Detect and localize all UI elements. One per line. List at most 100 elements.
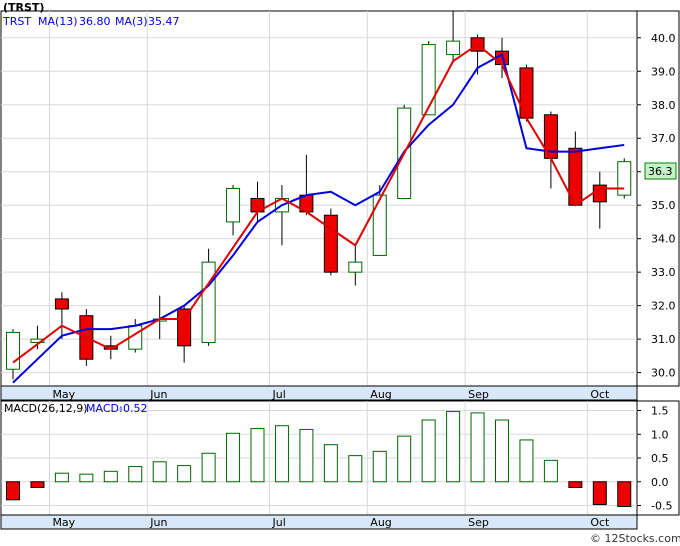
legend-ma13-value: 36.80 — [79, 15, 111, 28]
candle-body — [30, 338, 45, 343]
price-x-month-label: Sep — [468, 388, 489, 401]
macd-bar — [592, 481, 607, 506]
macd-bar — [617, 481, 632, 507]
last-price-label: 36.3 — [648, 165, 673, 178]
macd-bar — [177, 465, 192, 483]
macd-bar — [397, 435, 412, 483]
ma3-line — [12, 43, 625, 364]
macd-bar — [103, 470, 118, 483]
macd-title: MACD(26,12,9) — [4, 402, 88, 415]
candlestick — [299, 154, 314, 216]
macd-bar — [568, 481, 583, 488]
price-y-tick-label: 35.0 — [651, 199, 676, 212]
candle-body — [6, 331, 20, 370]
macd-bar — [274, 425, 289, 483]
macd-date-strip — [0, 514, 638, 530]
macd-bar — [446, 410, 461, 483]
macd-x-month-label: Jul — [272, 516, 286, 529]
price-y-tick-label: 38.0 — [651, 99, 676, 112]
macd-bar — [30, 481, 45, 488]
macd-x-axis: May Jun Jul Aug Sep Oct — [52, 516, 610, 529]
macd-y-tick-label: 0.5 — [651, 452, 669, 465]
ma3-segment — [12, 43, 625, 364]
macd-bars — [6, 410, 632, 507]
candle-body — [226, 187, 241, 223]
candlestick — [323, 208, 338, 276]
price-y-tick-label: 37.0 — [651, 132, 676, 145]
macd-bar — [543, 459, 558, 483]
price-x-month-label: Jul — [272, 388, 286, 401]
legend-ma3-label: MA(3) — [115, 15, 148, 28]
price-y-axis: 30.031.032.033.034.035.036.037.038.039.0… — [637, 32, 676, 380]
candle-body — [519, 67, 534, 119]
candle-body — [177, 308, 192, 347]
macd-bar — [201, 452, 216, 483]
legend-ma13-label: MA(13) — [38, 15, 78, 28]
macd-bar — [152, 461, 167, 483]
candlestick — [543, 111, 558, 189]
macd-y-tick-label: -0.5 — [651, 500, 672, 513]
legend-ma3-value: 35.47 — [148, 15, 180, 28]
price-y-tick-label: 32.0 — [651, 300, 676, 313]
candlestick — [250, 181, 265, 222]
footer-credit: © 12Stocks.com — [590, 532, 680, 545]
price-x-month-label: Oct — [590, 388, 610, 401]
macd-x-month-label: Oct — [590, 516, 610, 529]
macd-bar — [128, 466, 143, 483]
candlestick — [54, 292, 69, 340]
price-x-month-label: Aug — [370, 388, 391, 401]
macd-legend-value: -0.52 — [119, 402, 147, 415]
macd-bar — [421, 419, 436, 483]
candlestick — [421, 41, 436, 116]
candle-body — [372, 194, 387, 256]
macd-y-tick-label: 1.0 — [651, 428, 669, 441]
macd-bar — [470, 412, 485, 483]
candlestick — [372, 185, 387, 256]
macd-bar — [250, 428, 265, 483]
macd-legend-label: MACD: — [86, 402, 123, 415]
macd-bar — [79, 473, 94, 483]
chart-title: (TRST) — [3, 1, 44, 14]
price-axis-background — [636, 10, 680, 387]
macd-y-tick-label: 0.0 — [651, 476, 669, 489]
candle-body — [323, 214, 338, 273]
candlestick — [226, 185, 241, 236]
candlestick — [519, 64, 534, 122]
price-y-tick-label: 40.0 — [651, 32, 676, 45]
macd-bar — [54, 472, 69, 483]
price-x-month-label: May — [52, 388, 75, 401]
price-y-tick-label: 30.0 — [651, 367, 676, 380]
legend-title-trst: TRST — [2, 15, 31, 28]
ma13-line — [12, 53, 625, 384]
candle-body — [421, 43, 436, 116]
price-x-axis: May Jun Jul Aug Sep Oct — [52, 388, 610, 401]
macd-axis-background — [636, 400, 680, 516]
price-y-tick-label: 31.0 — [651, 333, 676, 346]
macd-x-month-label: May — [52, 516, 75, 529]
price-x-month-label: Jun — [149, 388, 167, 401]
candle-body — [617, 161, 632, 196]
price-y-tick-label: 33.0 — [651, 266, 676, 279]
macd-bar — [348, 455, 363, 483]
candlestick — [201, 248, 216, 346]
candlestick — [446, 11, 461, 62]
macd-bar — [519, 439, 534, 483]
macd-bar — [495, 419, 509, 483]
price-y-tick-label: 34.0 — [651, 233, 676, 246]
candle-body — [348, 261, 363, 273]
macd-x-month-label: Jun — [149, 516, 167, 529]
candle-body — [54, 298, 69, 310]
macd-y-axis: -0.5 0.0 0.5 1.0 1.5 — [637, 405, 672, 513]
candlestick — [348, 245, 363, 286]
last-price-marker — [644, 162, 677, 180]
macd-bar — [299, 429, 314, 483]
macd-bar — [323, 444, 338, 483]
macd-x-month-label: Aug — [370, 516, 391, 529]
candle-body — [446, 40, 461, 56]
macd-panel: -0.5 0.0 0.5 1.0 1.5 May Jun Jul Aug Sep Oct MACD… — [0, 400, 680, 530]
candlestick — [617, 158, 632, 199]
candlestick — [568, 131, 583, 206]
price-panel: 30.031.032.033.034.035.036.037.038.039.0… — [0, 1, 680, 401]
macd-bar — [6, 481, 20, 501]
